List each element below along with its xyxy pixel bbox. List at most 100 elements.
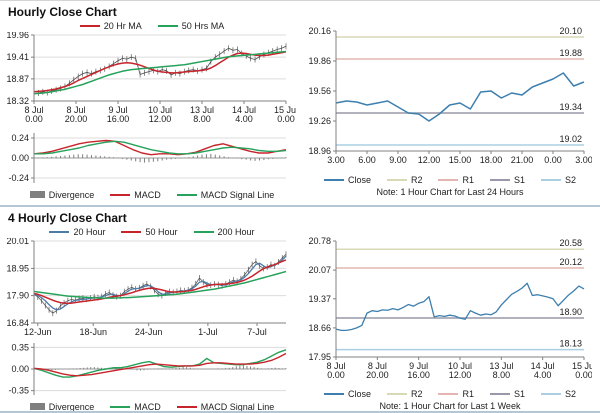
svg-text:24-Jun: 24-Jun — [135, 327, 163, 337]
svg-text:0.35: 0.35 — [11, 342, 29, 352]
legend-item: S1 — [490, 389, 525, 399]
svg-text:10 Jul: 10 Jul — [448, 361, 472, 371]
svg-text:6.00: 6.00 — [358, 155, 376, 165]
legend-item: R1 — [438, 175, 474, 185]
svg-text:13 Jul: 13 Jul — [190, 105, 214, 115]
four-hourly-macd-svg: 0.35 0.00 -0.35 — [8, 342, 287, 396]
svg-text:9 Jul: 9 Jul — [108, 105, 127, 115]
svg-text:8.00: 8.00 — [193, 114, 211, 124]
svg-text:4.00: 4.00 — [235, 114, 253, 124]
hourly-pivot-svg: 20.10 19.88 19.34 19.02 20.16 19.86 19.56 19.26… — [308, 26, 592, 165]
svg-text:0.00: 0.00 — [11, 153, 29, 163]
line-swatch-icon — [323, 392, 344, 395]
svg-text:20.00: 20.00 — [65, 114, 88, 124]
legend-item: Divergence — [29, 401, 95, 412]
svg-text:19.34: 19.34 — [559, 102, 582, 112]
four-hourly-section: 4 Hourly Close Chart 20 Hour 50 Hour 200 H… — [0, 205, 600, 412]
svg-text:3.00: 3.00 — [575, 155, 592, 165]
svg-text:19.41: 19.41 — [6, 52, 29, 62]
svg-text:-0.24: -0.24 — [8, 173, 29, 183]
svg-text:8 Jul: 8 Jul — [66, 105, 85, 115]
legend-label: R1 — [462, 388, 474, 399]
hourly-price-chart: 19.96 19.41 18.87 18.32 8 Jul 0.00 8 Jul 20.00 9… — [4, 30, 300, 128]
svg-text:19.88: 19.88 — [559, 48, 582, 58]
svg-text:18.95: 18.95 — [6, 263, 29, 273]
svg-text:9.00: 9.00 — [389, 155, 407, 165]
svg-text:14 Jul: 14 Jul — [232, 105, 256, 115]
line-swatch-icon — [490, 178, 510, 181]
line-swatch-icon — [110, 405, 131, 408]
hourly-macd-chart: 0.24 0.00 -0.24 — [4, 128, 300, 188]
legend-label: 200 Hour — [217, 226, 255, 237]
svg-text:20.16: 20.16 — [308, 26, 331, 36]
line-swatch-icon — [193, 230, 214, 233]
legend-item: MACD — [110, 190, 161, 200]
hourly-price-legend: 20 Hr MA 50 Hrs MA — [4, 19, 300, 32]
legend-item: R2 — [386, 388, 423, 399]
line-swatch-icon — [323, 178, 344, 181]
legend-label: S2 — [565, 174, 577, 185]
four-hourly-price-legend: 20 Hour 50 Hour 200 Hour — [4, 225, 300, 238]
legend-label: MACD — [134, 401, 161, 412]
legend-label: Divergence — [48, 401, 95, 412]
svg-text:8.00: 8.00 — [493, 370, 511, 380]
svg-text:19.56: 19.56 — [308, 86, 331, 96]
legend-item: Close — [323, 175, 371, 185]
svg-text:9 Jul: 9 Jul — [409, 361, 428, 371]
legend-label: MACD Signal Line — [200, 401, 275, 412]
hourly-pivot-legend: Close R2 R1 S1 S2 — [300, 173, 600, 186]
legend-label: MACD — [134, 189, 161, 200]
legend-label: R2 — [410, 388, 423, 399]
svg-text:8 Jul: 8 Jul — [24, 105, 43, 115]
svg-text:0.00: 0.00 — [25, 114, 43, 124]
line-swatch-icon — [176, 405, 197, 408]
svg-text:19.86: 19.86 — [308, 56, 331, 66]
svg-text:12.00: 12.00 — [449, 370, 472, 380]
legend-item: 50 Hour — [121, 226, 178, 237]
svg-text:0.00: 0.00 — [11, 364, 29, 374]
svg-text:18.87: 18.87 — [6, 74, 29, 84]
line-swatch-icon — [541, 178, 562, 181]
weekly-pivot-legend: Close R2 R1 S1 S2 — [300, 387, 600, 400]
svg-text:16.00: 16.00 — [407, 370, 430, 380]
line-swatch-icon — [541, 392, 562, 395]
legend-item: 20 Hour — [49, 227, 105, 237]
svg-text:20.10: 20.10 — [559, 26, 582, 36]
legend-label: R1 — [462, 174, 474, 185]
legend-item: S2 — [541, 389, 576, 399]
hourly-right-column: 20.10 19.88 19.34 19.02 20.16 19.86 19.56 19.26… — [300, 1, 600, 205]
line-swatch-icon — [490, 392, 510, 395]
svg-text:15 Jul: 15 Jul — [274, 105, 296, 115]
legend-item: 50 Hrs MA — [157, 21, 224, 31]
line-swatch-icon — [110, 193, 131, 196]
svg-text:18-Jun: 18-Jun — [79, 327, 107, 337]
svg-text:21.00: 21.00 — [511, 155, 534, 165]
svg-text:19.26: 19.26 — [308, 116, 331, 126]
svg-text:17.90: 17.90 — [6, 291, 29, 301]
four-hourly-section-title: 4 Hourly Close Chart — [8, 211, 127, 225]
svg-text:18.66: 18.66 — [308, 323, 331, 333]
svg-text:17.95: 17.95 — [308, 352, 331, 362]
hourly-section: Hourly Close Chart 20 Hr MA 50 Hrs MA 19.… — [0, 1, 600, 205]
hourly-section-title: Hourly Close Chart — [8, 5, 117, 19]
legend-item: R1 — [438, 389, 474, 399]
svg-text:20.00: 20.00 — [366, 370, 389, 380]
svg-text:-0.35: -0.35 — [8, 386, 29, 396]
svg-text:0.00: 0.00 — [327, 370, 345, 380]
legend-item: 20 Hr MA — [79, 21, 142, 31]
svg-text:4.00: 4.00 — [534, 370, 552, 380]
legend-item: S2 — [541, 175, 576, 185]
legend-label: 50 Hour — [145, 226, 178, 237]
legend-label: 20 Hour — [73, 226, 106, 237]
line-swatch-icon — [438, 392, 459, 395]
svg-text:18.32: 18.32 — [6, 96, 29, 106]
svg-text:14 Jul: 14 Jul — [531, 361, 555, 371]
svg-text:0.24: 0.24 — [11, 133, 29, 143]
legend-label: Divergence — [48, 189, 95, 200]
line-swatch-icon — [386, 392, 407, 395]
legend-item: MACD Signal Line — [176, 401, 275, 412]
svg-text:19.96: 19.96 — [6, 32, 29, 40]
bar-swatch-icon — [29, 191, 45, 198]
